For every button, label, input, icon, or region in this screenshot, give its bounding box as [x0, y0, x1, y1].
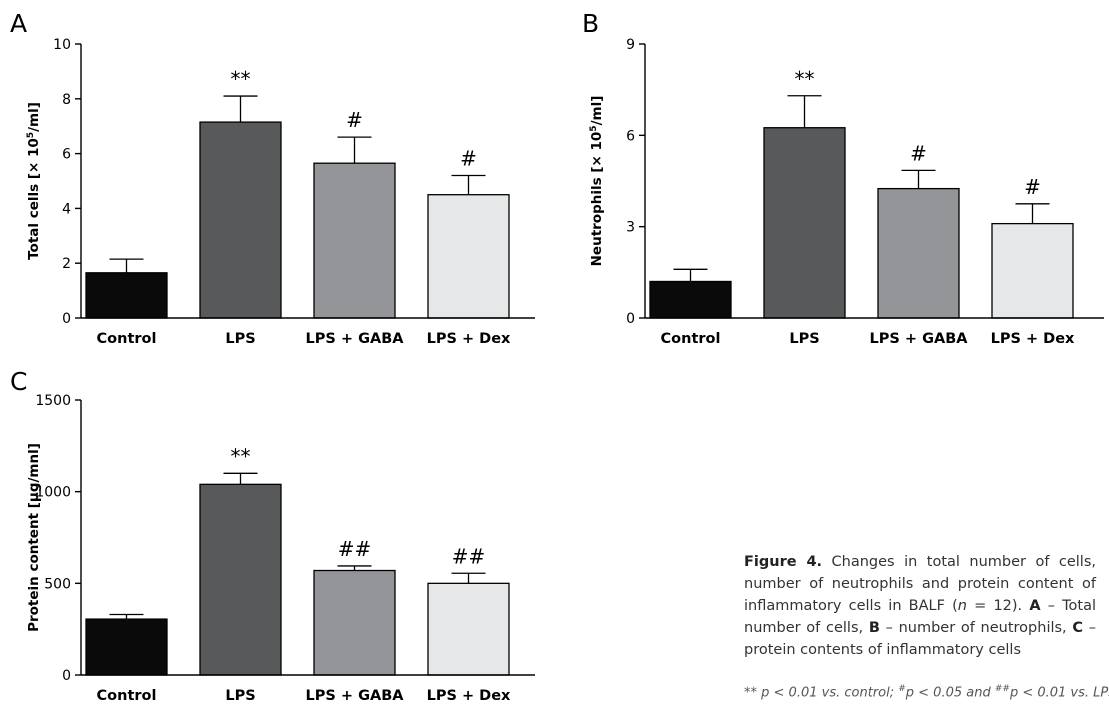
figure-caption: Figure 4. Changes in total number of cel… [744, 551, 1096, 661]
panel-label: B [582, 9, 599, 38]
y-tick-label: 9 [626, 37, 635, 53]
x-category-label: LPS + GABA [870, 331, 969, 347]
significance-marker: # [346, 108, 363, 132]
chart-panel-a: A 0 2 4 6 8 10 Total cells [× 105/ml] Control ** L… [10, 9, 535, 347]
bar-4 [427, 194, 510, 319]
x-category-label: LPS [225, 331, 255, 347]
caption-label-a: A [1029, 598, 1041, 614]
y-tick-label: 10 [53, 37, 71, 53]
caption-text-c: – protein contents of inflammatory cells [744, 620, 1097, 658]
x-category-label: LPS + Dex [427, 688, 511, 704]
y-tick-label: 6 [62, 147, 71, 163]
significance-marker: ## [452, 544, 486, 568]
x-category-label: LPS [789, 331, 819, 347]
y-tick-label: 0 [62, 311, 71, 327]
significance-marker: # [910, 141, 927, 165]
x-category-label: LPS + GABA [306, 331, 405, 347]
y-tick-label: 0 [62, 668, 71, 684]
y-tick-label: 500 [44, 576, 71, 592]
panel-label: C [10, 367, 27, 396]
footnote-part-3: p < 0.01 vs. LPS. [1009, 685, 1109, 701]
bar-4 [427, 582, 510, 676]
significance-marker: ** [795, 67, 815, 91]
caption-n-symbol: n [957, 598, 967, 614]
significance-marker: # [460, 147, 477, 171]
footnote-sup-2: ## [994, 684, 1010, 694]
bar-1 [649, 280, 732, 319]
y-tick-label: 8 [62, 92, 71, 108]
bar-4 [991, 222, 1074, 319]
x-category-label: LPS + Dex [991, 331, 1075, 347]
bar-2 [199, 121, 282, 319]
significance-marker: ** [231, 67, 251, 91]
chart-panel-c: C 0 500 1000 1500 Protein content [µg/mnl] Con… [10, 367, 535, 704]
caption-figure-label: Figure 4. [744, 554, 823, 570]
footnote-part-2: p < 0.05 and [905, 685, 995, 701]
y-tick-label: 1500 [35, 393, 71, 409]
bar-2 [763, 127, 846, 319]
footnote-part-1: ** p < 0.01 vs. control; [744, 685, 899, 701]
significance-marker: ## [338, 537, 372, 561]
significance-marker: # [1024, 175, 1041, 199]
x-category-label: Control [97, 331, 157, 347]
x-category-label: Control [661, 331, 721, 347]
caption-text-a: – Total number of cells, [744, 598, 1096, 636]
y-axis-label: Total cells [× 105/ml] [26, 102, 42, 260]
y-tick-label: 1000 [35, 485, 71, 501]
caption-label-b: B [868, 620, 880, 636]
y-tick-label: 2 [62, 256, 71, 272]
caption-label-c: C [1072, 620, 1084, 636]
bar-3 [313, 162, 396, 319]
chart-panel-b: B 0 3 6 9 Neutrophils [× 105/ml] Control ** LPS #… [582, 9, 1104, 347]
x-category-label: Control [97, 688, 157, 704]
footnote-sup-1: # [898, 684, 906, 694]
bar-2 [199, 483, 282, 676]
caption-text-2: = 12). [966, 598, 1030, 614]
y-tick-label: 3 [626, 220, 635, 236]
y-axis-label: Protein content [µg/mnl] [26, 443, 42, 632]
significance-marker: ** [231, 444, 251, 468]
bar-1 [85, 272, 168, 319]
y-axis-label: Neutrophils [× 105/ml] [589, 96, 605, 267]
x-category-label: LPS + Dex [427, 331, 511, 347]
x-category-label: LPS [225, 688, 255, 704]
panel-label: A [10, 9, 27, 38]
x-category-label: LPS + GABA [306, 688, 405, 704]
bar-3 [313, 569, 396, 676]
figure-footnote: ** p < 0.01 vs. control; #p < 0.05 and #… [744, 684, 1109, 701]
y-tick-label: 4 [62, 201, 71, 217]
bar-3 [877, 187, 960, 319]
caption-text-b: – number of neutrophils, [879, 620, 1073, 636]
caption-text-1: Changes in total number of cells, number… [744, 554, 1097, 614]
bar-1 [85, 618, 168, 676]
y-tick-label: 6 [626, 128, 635, 144]
y-tick-label: 0 [626, 311, 635, 327]
